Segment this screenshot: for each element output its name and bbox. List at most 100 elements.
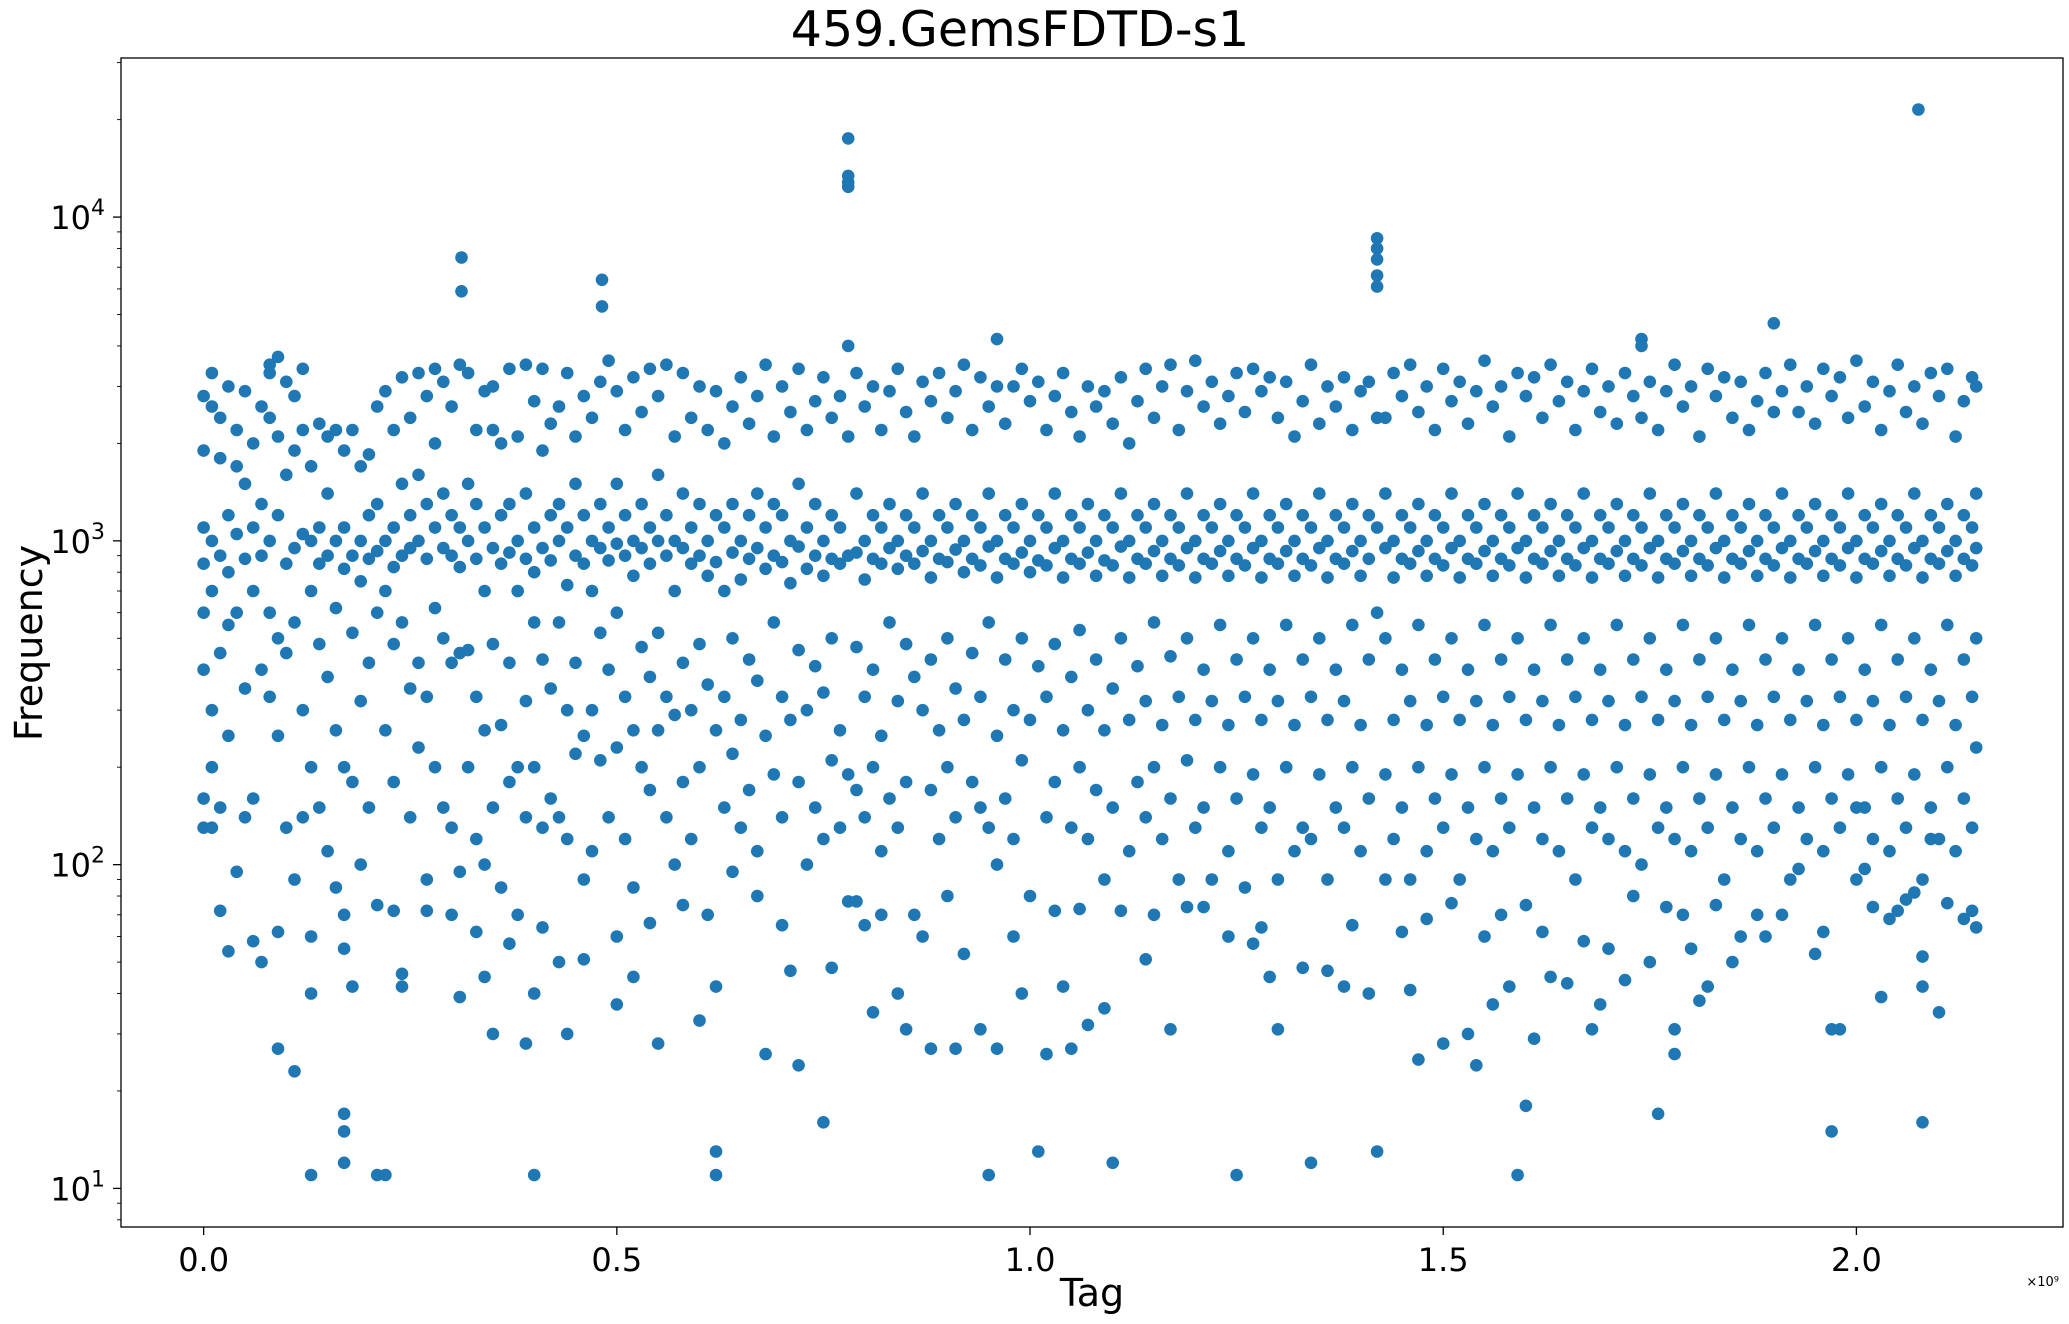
data-point [1610, 544, 1624, 558]
data-point [1428, 423, 1442, 437]
data-point [1478, 544, 1491, 558]
data-point [1891, 904, 1904, 918]
data-point [1065, 1042, 1078, 1055]
data-point [1916, 571, 1929, 584]
data-point [304, 460, 318, 473]
data-point [271, 508, 285, 522]
data-point [230, 460, 243, 473]
data-point [709, 980, 723, 993]
data-point [379, 1168, 392, 1182]
data-point [1635, 690, 1648, 704]
data-point [1693, 994, 1706, 1007]
data-point [718, 521, 731, 534]
data-point [412, 468, 425, 482]
data-point [1271, 1023, 1285, 1036]
data-point [1098, 873, 1111, 886]
data-point [1969, 380, 1983, 393]
data-point [1370, 232, 1384, 245]
data-point [470, 497, 483, 511]
data-point [1494, 653, 1508, 666]
data-point [1222, 844, 1235, 858]
data-point [1908, 886, 1921, 899]
data-point [1461, 1027, 1475, 1041]
data-point [1585, 1023, 1599, 1036]
data-point [304, 534, 318, 548]
data-point [693, 380, 706, 393]
data-point [1833, 1023, 1847, 1036]
data-point [437, 632, 450, 645]
data-point [1445, 487, 1458, 500]
data-point [577, 508, 591, 522]
data-point [544, 792, 557, 805]
data-point [246, 437, 260, 450]
data-point [1784, 571, 1797, 584]
data-point [1775, 908, 1789, 922]
data-point [337, 1156, 351, 1170]
data-point [1346, 423, 1359, 437]
data-point [238, 477, 252, 491]
data-point [1271, 411, 1285, 425]
data-point [974, 559, 987, 572]
data-point [1552, 844, 1566, 858]
data-point [1106, 801, 1119, 814]
data-point [1874, 760, 1888, 774]
data-point [1015, 362, 1029, 376]
data-point [1850, 571, 1863, 584]
data-point [883, 497, 896, 511]
data-point [1560, 653, 1574, 666]
data-point [833, 724, 847, 737]
data-point [1784, 873, 1797, 886]
data-point [503, 362, 516, 376]
data-point [1189, 821, 1202, 834]
data-point [453, 865, 467, 879]
data-point [618, 832, 632, 846]
data-point [1065, 821, 1078, 834]
data-point [1321, 534, 1334, 548]
data-point [263, 411, 277, 425]
data-point [668, 708, 681, 722]
data-point [1717, 571, 1731, 584]
data-point [1709, 487, 1723, 500]
data-point [594, 626, 607, 640]
data-point [858, 400, 871, 413]
data-point [1213, 497, 1227, 511]
data-point [651, 626, 665, 640]
data-point [1585, 534, 1599, 548]
data-point [668, 430, 681, 443]
data-point [1668, 358, 1681, 372]
data-point [1073, 521, 1086, 534]
data-point [974, 1023, 987, 1036]
data-point [924, 1042, 938, 1055]
data-point [1370, 521, 1384, 534]
data-point [560, 578, 574, 592]
data-point [494, 718, 508, 732]
data-point [949, 811, 962, 824]
data-point [808, 394, 822, 408]
data-point [445, 400, 458, 413]
data-point [883, 792, 896, 805]
data-point [1230, 1168, 1243, 1182]
data-point [1577, 768, 1590, 781]
data-point [899, 508, 913, 522]
data-point [585, 844, 599, 858]
data-point [1288, 569, 1301, 583]
data-point [1445, 541, 1458, 555]
data-point [1511, 768, 1524, 781]
data-point [1354, 384, 1367, 398]
data-point [1189, 571, 1202, 584]
data-point [1833, 521, 1847, 534]
data-point [1825, 508, 1838, 522]
data-point [1379, 768, 1392, 781]
data-point [684, 832, 698, 846]
data-point [850, 487, 863, 500]
data-point [255, 400, 268, 413]
data-point [1337, 694, 1351, 708]
data-point [1197, 508, 1210, 522]
data-point [1569, 423, 1582, 437]
data-point [1139, 557, 1152, 570]
data-point [1114, 632, 1128, 645]
data-point [461, 366, 475, 380]
data-point [403, 682, 417, 695]
data-point [1585, 362, 1599, 376]
data-point [1007, 930, 1020, 943]
